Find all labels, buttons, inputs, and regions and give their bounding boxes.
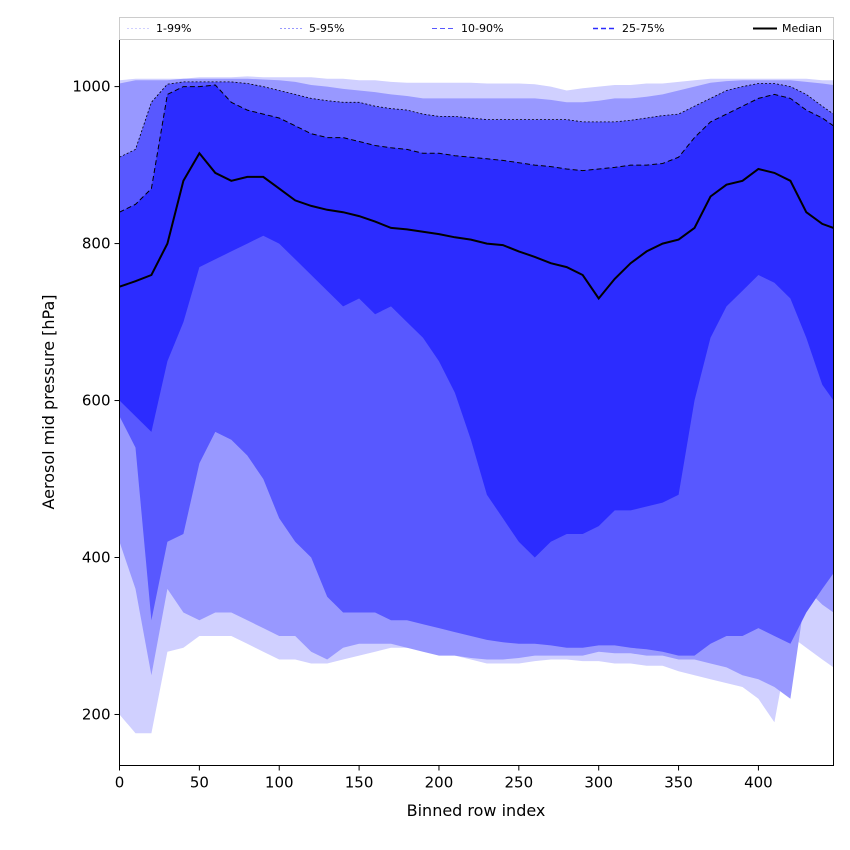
y-axis: 200 400 600 800 1000	[72, 78, 120, 723]
legend-label: 10-90%	[461, 22, 503, 35]
x-tick-label: 200	[425, 774, 454, 792]
y-tick-label: 200	[82, 705, 111, 723]
x-axis: 0 50 100 150 200 250 300 350 400	[115, 765, 773, 792]
x-tick-label: 50	[190, 774, 209, 792]
y-axis-label: Aerosol mid pressure [hPa]	[39, 294, 58, 509]
y-tick-label: 800	[82, 235, 111, 253]
x-tick-label: 250	[505, 774, 534, 792]
x-tick-label: 300	[584, 774, 613, 792]
x-tick-label: 0	[115, 774, 125, 792]
legend-frame	[119, 17, 834, 40]
y-tick-label: 600	[82, 392, 111, 410]
band-layer	[119, 76, 834, 734]
band-25-75	[119, 85, 834, 558]
legend: 1-99% 5-95% 10-90% 25-75% Median	[119, 17, 834, 40]
x-tick-label: 400	[744, 774, 773, 792]
x-tick-label: 100	[265, 774, 294, 792]
band-25-75-upper-edge	[119, 84, 834, 213]
legend-label: 5-95%	[309, 22, 344, 35]
x-axis-label: Binned row index	[407, 801, 546, 820]
median-line	[119, 151, 834, 301]
y-tick-label: 1000	[72, 78, 110, 96]
y-tick-label: 400	[82, 549, 111, 567]
legend-label: Median	[782, 22, 822, 35]
legend-label: 25-75%	[622, 22, 664, 35]
legend-label: 1-99%	[156, 22, 191, 35]
x-tick-label: 350	[664, 774, 693, 792]
x-tick-label: 150	[345, 774, 374, 792]
median-layer	[119, 151, 834, 301]
